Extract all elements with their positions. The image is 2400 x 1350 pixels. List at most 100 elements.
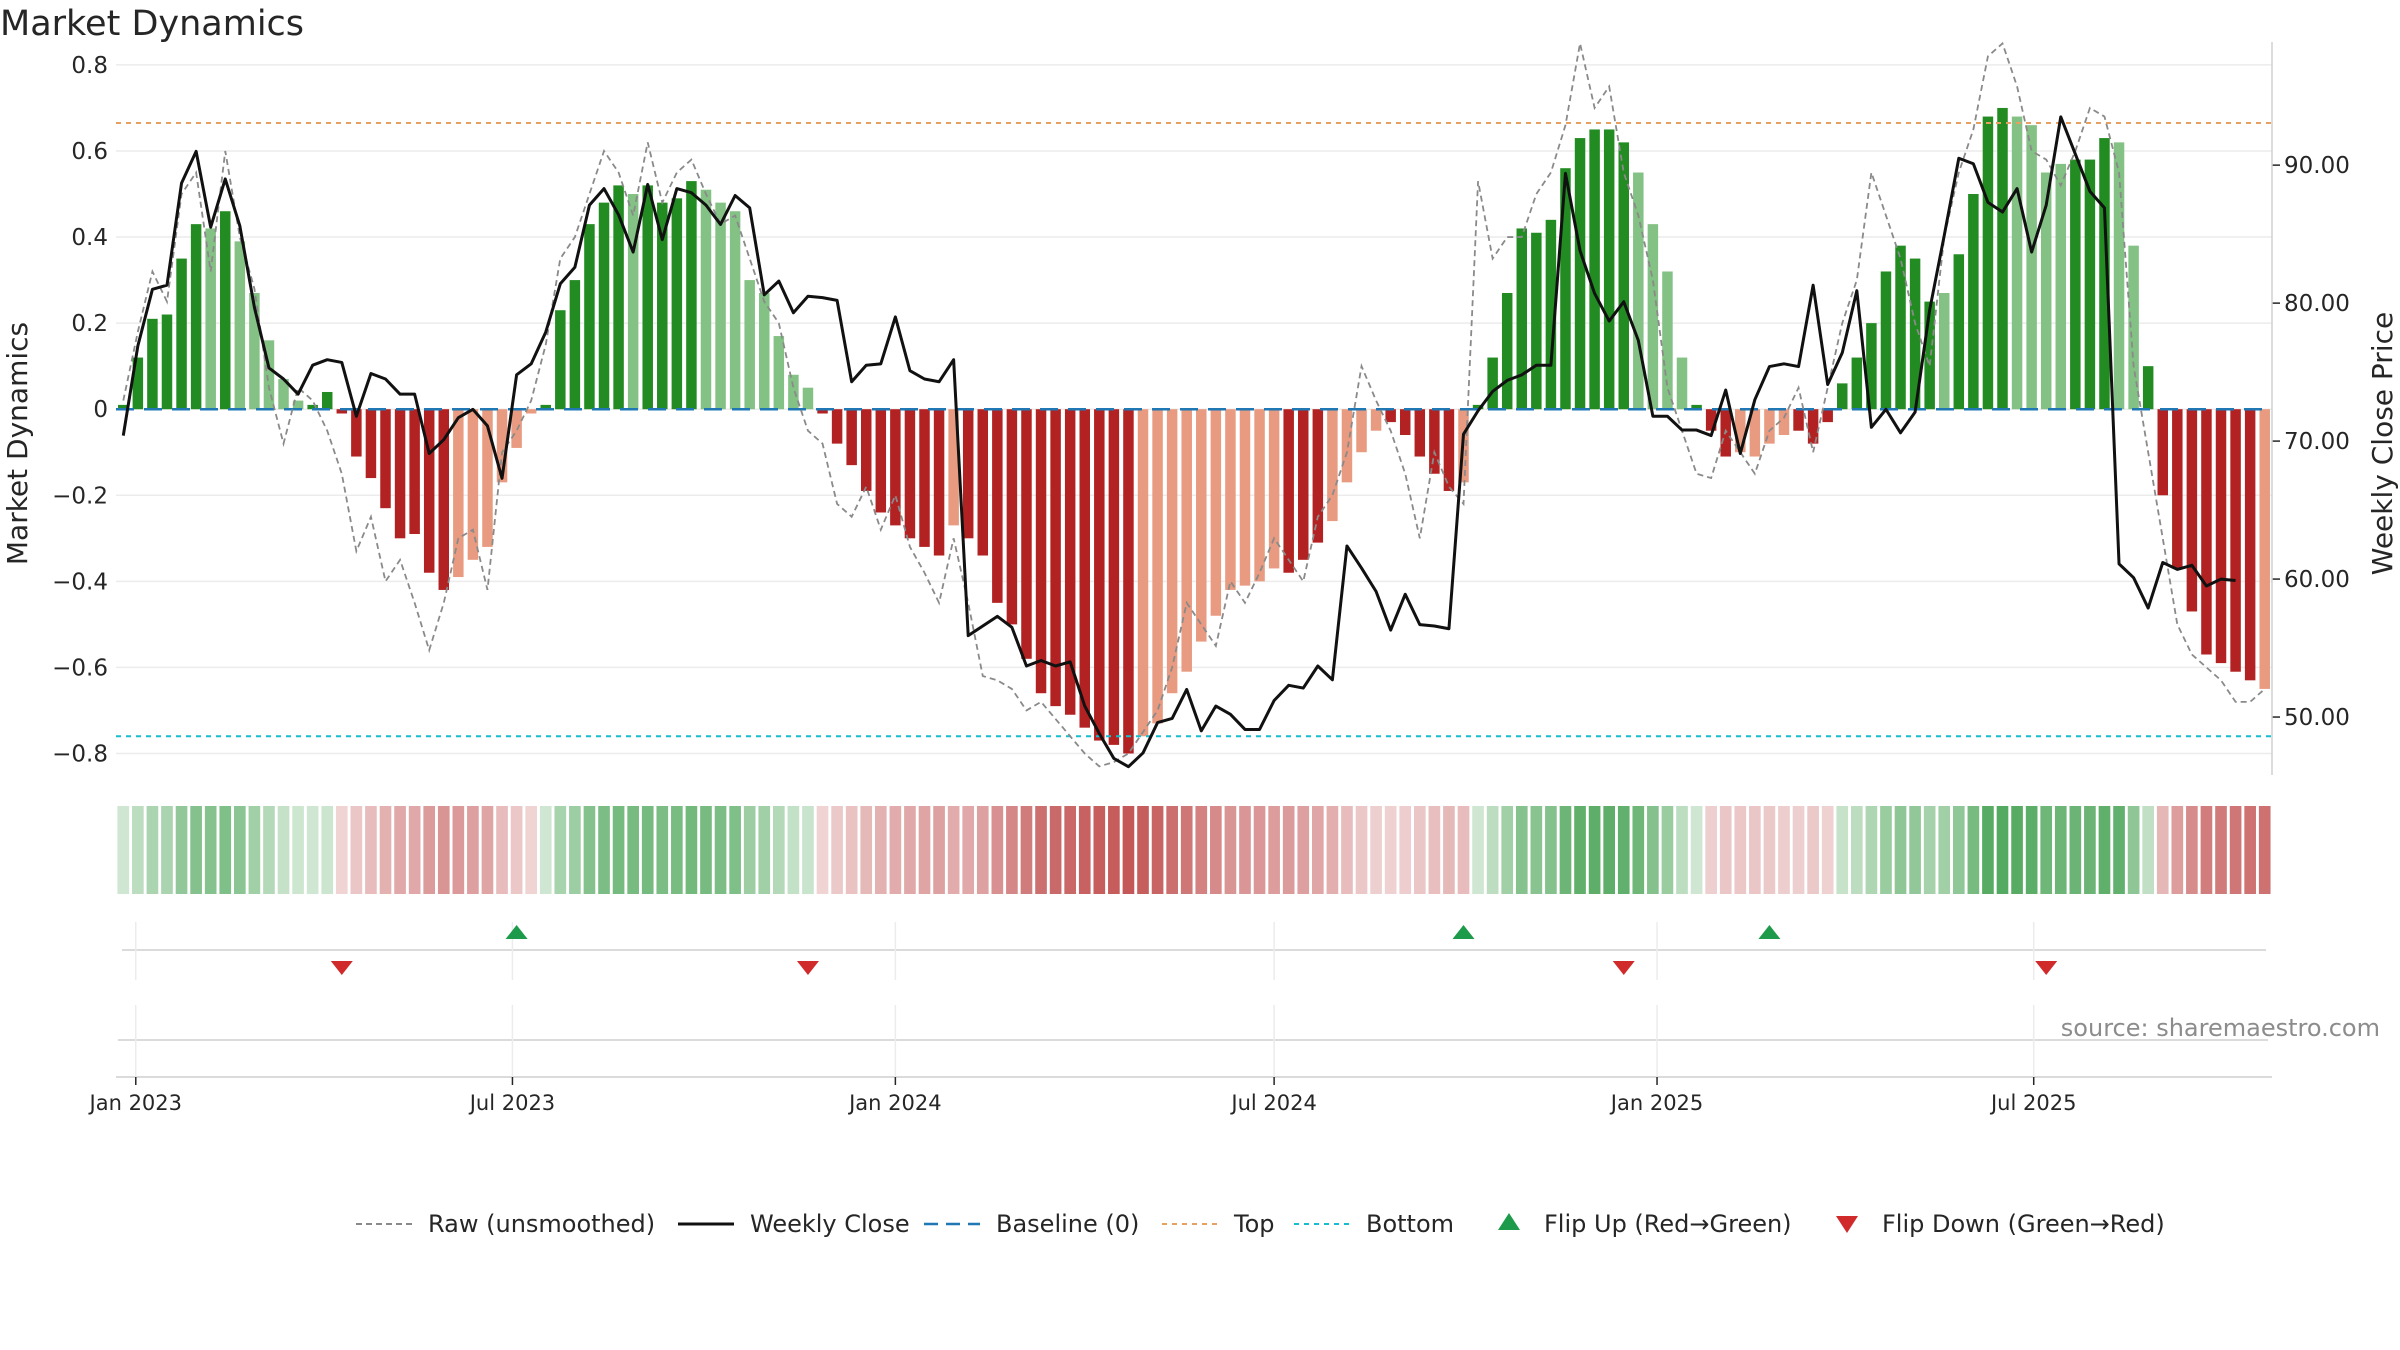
regime-strip-cell	[1792, 806, 1805, 894]
flip-up-marker	[505, 925, 528, 939]
x-tick-label: Jul 2023	[468, 1091, 555, 1115]
dynamics-bar	[1909, 258, 1921, 410]
regime-strip-cell	[1938, 806, 1951, 894]
regime-strip-cell	[394, 806, 406, 894]
y-tick-label: −0.8	[52, 741, 108, 767]
regime-strip-cell	[2025, 806, 2038, 894]
regime-strip-cell	[1093, 806, 1106, 894]
dynamics-bar	[1968, 194, 1979, 410]
dynamics-bar	[2186, 409, 2198, 612]
regime-strip-cell	[233, 806, 246, 894]
dynamics-bar	[613, 185, 624, 410]
regime-strip-cell	[204, 806, 217, 894]
dynamics-bar	[657, 202, 668, 410]
dynamics-bar	[1123, 409, 1134, 754]
dynamics-bar	[992, 409, 1003, 603]
dynamics-bar	[220, 211, 231, 410]
regime-strip-cell	[452, 806, 465, 894]
regime-strip-cell	[1020, 806, 1033, 894]
dynamics-bar	[351, 409, 362, 457]
y-tick-label: 0.2	[71, 311, 108, 337]
regime-strip-cell	[1603, 806, 1616, 894]
regime-strip-cell	[2011, 806, 2023, 894]
y-tick-label: −0.4	[52, 569, 108, 595]
regime-strip-cell	[1807, 806, 1819, 894]
regime-strip-cell	[554, 806, 567, 894]
dynamics-bar	[788, 374, 799, 410]
dynamics-bar	[394, 409, 406, 539]
dynamics-bar	[132, 357, 144, 410]
regime-strip-cell	[496, 806, 508, 894]
regime-strip-cell	[2127, 806, 2140, 894]
flip-down-marker	[2035, 961, 2058, 975]
regime-strip-cell	[1530, 806, 1543, 894]
regime-strip-cell	[831, 806, 843, 894]
dynamics-bar	[1822, 409, 1833, 423]
dynamics-bar	[1021, 409, 1032, 659]
regime-strip-cell	[1705, 806, 1717, 894]
dynamics-bar	[1341, 409, 1353, 483]
dynamics-bar	[686, 181, 697, 410]
regime-strip-cell	[627, 806, 639, 894]
dynamics-bar	[423, 409, 435, 573]
dynamics-bar	[831, 409, 843, 444]
dynamics-bar	[584, 224, 595, 410]
regime-strip-cell	[787, 806, 800, 894]
regime-strip-cell	[2084, 806, 2096, 894]
dynamics-bar	[409, 409, 420, 534]
legend-flip-down-marker	[1836, 1216, 1858, 1233]
regime-strip-cell	[2186, 806, 2198, 894]
regime-strip-cell	[569, 806, 581, 894]
x-tick-label: Jul 2025	[1989, 1091, 2076, 1115]
regime-strip-cell	[1617, 806, 1630, 894]
dynamics-bar	[715, 202, 726, 410]
dynamics-bar	[744, 280, 755, 410]
dynamics-bar	[2040, 172, 2052, 410]
regime-strip-cell	[2244, 806, 2256, 894]
regime-strip-cell	[277, 806, 290, 894]
dynamics-bar	[1574, 138, 1586, 410]
regime-strip-cell	[2098, 806, 2111, 894]
regime-strip-cell	[1967, 806, 1980, 894]
dynamics-bar	[933, 409, 945, 556]
dynamics-bar	[482, 409, 493, 547]
regime-strip-cell	[1486, 806, 1499, 894]
legend-label: Bottom	[1366, 1210, 1454, 1238]
regime-strip-cell	[1545, 806, 1557, 894]
dynamics-bar	[190, 224, 202, 410]
dynamics-bar	[234, 241, 246, 410]
dynamics-bar	[1749, 409, 1761, 457]
dynamics-bar	[540, 404, 551, 410]
regime-strip-cell	[656, 806, 669, 894]
regime-strip-cell	[510, 806, 523, 894]
dynamics-bar	[1807, 409, 1819, 444]
y2-tick-label: 70.00	[2284, 429, 2350, 455]
dynamics-bar	[2259, 409, 2270, 689]
regime-strip-cell	[1370, 806, 1382, 894]
dynamics-bar	[977, 409, 989, 556]
regime-strip-cell	[335, 806, 348, 894]
dynamics-bar	[1895, 245, 1906, 410]
dynamics-bar	[1982, 116, 1994, 410]
flip-down-marker	[1612, 961, 1635, 975]
dynamics-bar	[278, 379, 289, 410]
regime-strip-cell	[1821, 806, 1834, 894]
x-tick-label: Jan 2024	[847, 1091, 942, 1115]
dynamics-bar	[1705, 409, 1717, 431]
regime-strip-cell	[2258, 806, 2271, 894]
regime-strip-cell	[1399, 806, 1412, 894]
regime-strip-cell	[1195, 806, 1208, 894]
regime-strip-cell	[1006, 806, 1018, 894]
dynamics-bar	[147, 318, 158, 410]
regime-strip-cell	[1137, 806, 1149, 894]
regime-strip-cell	[292, 806, 304, 894]
regime-strip-cell	[1880, 806, 1892, 894]
dynamics-bar	[2055, 163, 2067, 410]
regime-strip-cell	[976, 806, 989, 894]
y2-tick-label: 60.00	[2284, 567, 2350, 593]
regime-strip-cell	[146, 806, 159, 894]
dynamics-bar	[161, 314, 173, 410]
regime-strip-cell	[2156, 806, 2169, 894]
dynamics-bar	[1006, 409, 1018, 625]
regime-strip-cell	[1778, 806, 1790, 894]
